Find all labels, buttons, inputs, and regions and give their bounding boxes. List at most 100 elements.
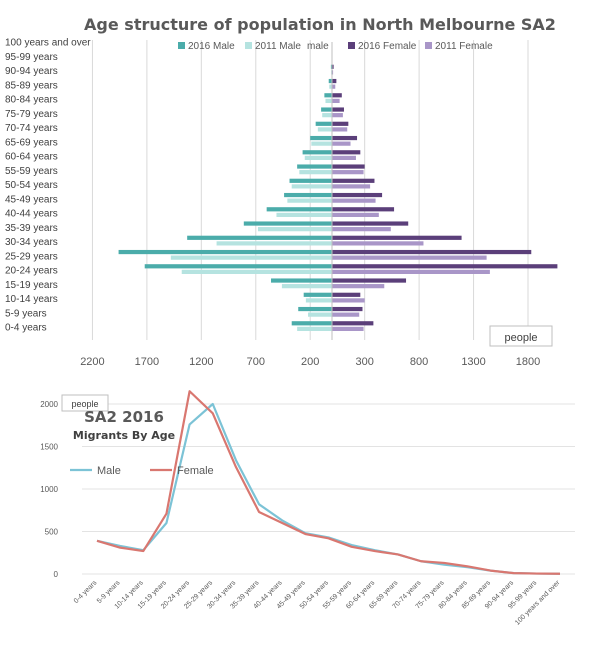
pyramid-legend-swatch [425,42,432,49]
pyramid-bar-2011-female [332,255,487,260]
pyramid-bar-2011-male [329,84,332,89]
pyramid-bar-2016-female [332,178,375,183]
pyramid-x-tick-labels: 2200 1700 1200 700 200 300 800 1300 1800 [80,356,540,368]
pyramid-x-tick-label: 700 [247,356,265,368]
pyramid-bar-2011-female [332,70,334,75]
pyramid-bar-2016-female [332,135,358,141]
pyramid-category-label: 80-84 years [5,95,58,106]
pyramid-bar-2011-male [170,255,332,260]
pyramid-bar-2016-male [328,78,332,84]
pyramid-bar-2011-male [317,127,332,132]
pyramid-bar-2011-female [332,269,490,274]
pyramid-legend-swatch [348,42,355,49]
pyramid-category-label: 40-44 years [5,209,58,220]
pyramid-x-tick-label: 2200 [80,356,104,368]
line-legend-label: Female [177,465,214,477]
pyramid-bar-2016-male [187,235,332,240]
pyramid-bar-2011-female [332,84,336,89]
pyramid-x-tick-label: 1300 [461,356,485,368]
pyramid-bar-2016-male [315,121,332,126]
pyramid-legend: 2016 Male 2011 Male male 2016 Female 2011 Fe… [178,41,493,52]
pyramid-legend-label: 2011 Female [435,41,493,52]
pyramid-bar-2011-male [257,227,332,232]
pyramid-bar-2016-male [324,93,332,98]
pyramid-bar-2011-female [332,284,385,289]
line-unit-box [61,394,109,412]
pyramid-x-tick-label: 1800 [516,356,540,368]
pyramid-bar-2016-male [144,264,332,269]
pyramid-bar-2011-male [299,170,332,175]
pyramid-category-label: 75-79 years [5,109,58,120]
pyramid-unit-box [489,325,553,347]
pyramid-legend-label: 2011 Male [255,41,301,52]
pyramid-bar-2011-male [181,269,332,274]
population-pyramid-chart: Age structure of population in North Mel… [5,15,558,368]
pyramid-bars [118,64,558,331]
line-unit-label: people [71,399,98,409]
pyramid-bar-2011-male [216,241,332,246]
line-chart-title: SA2 2016 [84,408,164,426]
pyramid-bar-2016-female [332,192,383,198]
line-y-tick-label: 500 [45,528,59,537]
pyramid-bar-2016-female [332,150,361,155]
pyramid-x-tick-label: 1700 [135,356,159,368]
line-category-label: 100 years and over [514,579,562,627]
pyramid-category-label: 35-39 years [5,223,58,234]
pyramid-bar-2011-female [332,298,365,303]
pyramid-bar-2016-female [332,278,407,283]
pyramid-x-tick-label: 300 [355,356,373,368]
pyramid-category-label: 10-14 years [5,294,58,305]
pyramid-bar-2011-male [311,141,332,146]
pyramid-bar-2011-male [305,298,332,303]
pyramid-bar-2011-male [276,212,332,217]
pyramid-bar-2016-male [330,64,332,69]
pyramid-bar-2016-male [310,135,332,141]
pyramid-legend-label: 2016 Female [358,41,417,52]
pyramid-bar-2011-male [308,312,332,317]
pyramid-category-label: 25-29 years [5,251,58,262]
line-y-tick-label: 1000 [40,485,58,494]
line-chart-subtitle: Migrants By Age [73,429,175,442]
pyramid-bar-2011-female [332,113,343,118]
line-category-label: 0-4 years [73,579,99,605]
pyramid-category-label: 20-24 years [5,266,58,277]
line-series-female [96,390,561,575]
pyramid-bar-2016-male [291,321,332,326]
pyramid-bar-2016-female [332,207,395,212]
pyramid-category-label: 30-34 years [5,237,58,248]
pyramid-category-label: 0-4 years [5,323,47,334]
pyramid-x-tick-label: 1200 [189,356,213,368]
pyramid-bar-2011-male [325,98,332,103]
pyramid-legend-label: male [307,41,329,52]
pyramid-bar-2011-female [332,98,340,103]
pyramid-bar-2011-female [332,198,376,203]
pyramid-bar-2016-male [297,164,332,169]
line-y-tick-label: 2000 [40,400,58,409]
pyramid-bar-2011-female [332,141,351,146]
pyramid-category-label: 85-89 years [5,80,58,91]
pyramid-bar-2016-female [332,264,558,269]
pyramid-bar-2011-male [297,326,332,331]
pyramid-category-label: 70-74 years [5,123,58,134]
pyramid-bar-2016-female [332,64,334,69]
pyramid-bar-2016-male [284,192,332,198]
pyramid-bar-2016-female [332,164,365,169]
line-gridlines [82,403,575,575]
pyramid-bar-2011-female [332,127,348,132]
pyramid-category-labels: 0-4 years 5-9 years 10-14 years 15-19 years… [5,38,91,334]
pyramid-bar-2011-male [322,113,332,118]
pyramid-bar-2016-male [289,178,332,183]
pyramid-category-label: 65-69 years [5,137,58,148]
pyramid-bar-2016-male [243,221,332,226]
pyramid-gridlines [91,40,529,340]
pyramid-chart-title: Age structure of population in North Mel… [84,15,556,34]
pyramid-bar-2011-female [332,170,364,175]
pyramid-bar-2016-female [332,306,363,312]
pyramid-bar-2016-female [332,321,374,326]
pyramid-bar-2016-female [332,121,349,126]
pyramid-bar-2016-male [118,249,332,255]
pyramid-category-label: 100 years and over [5,38,91,49]
pyramid-category-label: 60-64 years [5,152,58,163]
pyramid-bar-2016-male [302,150,332,155]
